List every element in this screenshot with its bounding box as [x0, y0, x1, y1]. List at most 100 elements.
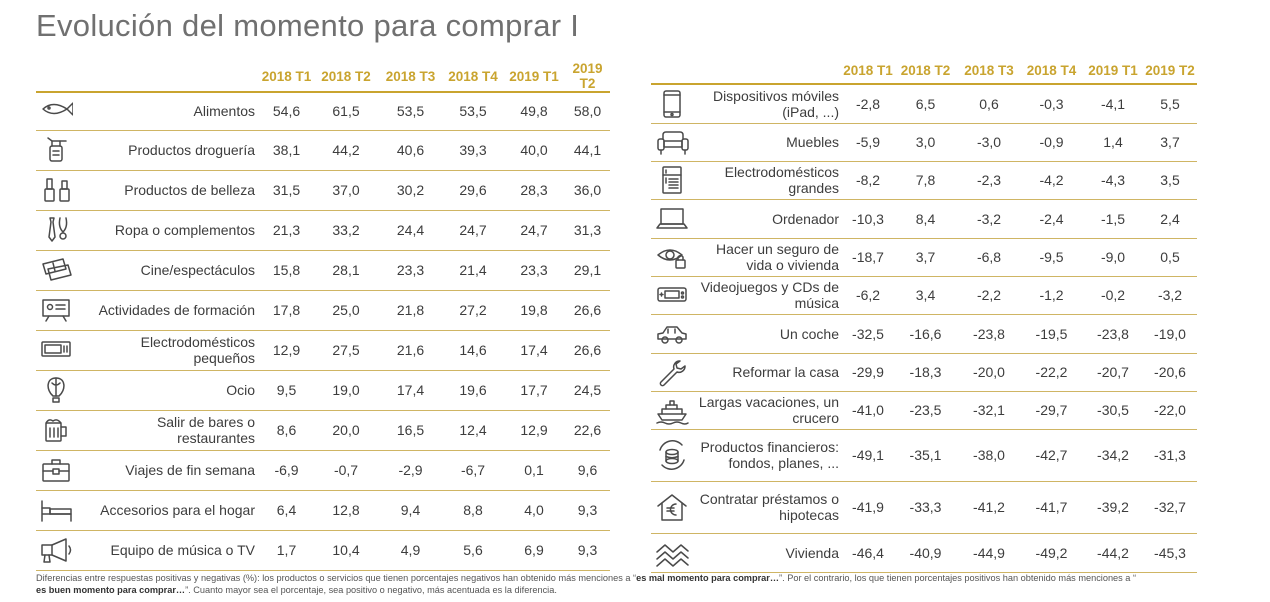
value-cell: 61,5 [314, 92, 378, 131]
table-row: Reformar la casa -29,9 -18,3 -20,0 -22,2 -20,… [651, 353, 1197, 392]
coins-cycle-icon [659, 440, 685, 470]
value-cell: 16,5 [378, 410, 443, 451]
table-row: Salir de bares o restaurantes 8,6 20,0 16,5… [36, 410, 610, 451]
value-cell: -19,5 [1020, 314, 1083, 354]
value-cell: -38,0 [958, 429, 1020, 482]
value-cell: -40,9 [893, 533, 958, 573]
value-cell: 4,9 [378, 530, 443, 571]
value-cell: 12,8 [314, 490, 378, 531]
table-row: Alimentos 54,6 61,5 53,5 53,5 49,8 58,0 [36, 92, 610, 131]
value-cell: 53,5 [378, 92, 443, 131]
table-row: Electrodomésticos pequeños 12,9 27,5 21,6 14… [36, 330, 610, 371]
value-cell: -1,2 [1020, 276, 1083, 315]
value-cell: 12,4 [443, 410, 503, 451]
value-cell: -22,2 [1020, 353, 1083, 392]
period-header: 2018 T2 [893, 57, 958, 85]
value-cell: -20,6 [1143, 353, 1197, 392]
page-title: Evolución del momento para comprar I [36, 8, 580, 43]
value-cell: 9,3 [565, 490, 610, 531]
value-cell: 33,2 [314, 210, 378, 251]
value-cell: -18,3 [893, 353, 958, 392]
row-label: Ropa o complementos [76, 210, 259, 251]
microwave-icon [41, 341, 71, 357]
value-cell: -2,8 [843, 84, 893, 124]
value-cell: 25,0 [314, 290, 378, 331]
value-cell: -31,3 [1143, 429, 1197, 482]
value-cell: -42,7 [1020, 429, 1083, 482]
table-row: Productos financieros: fondos, planes, .… [651, 429, 1197, 482]
row-label: Videojuegos y CDs de música [693, 276, 843, 315]
value-cell: 14,6 [443, 330, 503, 371]
table-row: Largas vacaciones, un crucero -41,0 -23,5-… [651, 391, 1197, 430]
wrench-icon [659, 360, 686, 387]
value-cell: -6,8 [958, 238, 1020, 277]
sofa-icon [657, 131, 689, 155]
value-cell: 17,7 [503, 370, 565, 411]
table-row: Videojuegos y CDs de música -6,2 3,4 -2,2 -1… [651, 276, 1197, 315]
value-cell: 8,8 [443, 490, 503, 531]
value-cell: 36,0 [565, 170, 610, 211]
row-label: Cine/espectáculos [76, 250, 259, 291]
value-cell: 12,9 [503, 410, 565, 451]
value-cell: -2,4 [1020, 199, 1083, 239]
value-cell: 6,5 [893, 84, 958, 124]
row-label: Accesorios para el hogar [76, 490, 259, 531]
value-cell: -23,8 [958, 314, 1020, 354]
value-cell: 5,6 [443, 530, 503, 571]
value-cell: -18,7 [843, 238, 893, 277]
row-label: Productos droguería [76, 130, 259, 171]
value-cell: -49,1 [843, 429, 893, 482]
value-cell: 9,4 [378, 490, 443, 531]
row-label: Actividades de formación [76, 290, 259, 331]
table-row: Contratar préstamos o hipotecas -41,9 -33,… [651, 481, 1197, 534]
table-row: Electrodomésticos grandes -8,2 7,8 -2,3 -4,2… [651, 161, 1197, 200]
value-cell: 6,4 [259, 490, 314, 531]
value-cell: -35,1 [893, 429, 958, 482]
period-header: 2018 T1 [843, 57, 893, 85]
row-label: Reformar la casa [693, 353, 843, 392]
value-cell: -2,9 [378, 450, 443, 491]
row-label: Ordenador [693, 199, 843, 239]
value-cell: -2,2 [958, 276, 1020, 315]
value-cell: -10,3 [843, 199, 893, 239]
value-cell: -32,5 [843, 314, 893, 354]
value-cell: 40,6 [378, 130, 443, 171]
hot-air-balloon-icon [47, 377, 65, 403]
value-cell: -45,3 [1143, 533, 1197, 573]
spray-bottle-icon [47, 137, 67, 162]
value-cell: 23,3 [378, 250, 443, 291]
value-cell: 24,7 [503, 210, 565, 251]
laptop-icon [656, 207, 688, 229]
value-cell: -16,6 [893, 314, 958, 354]
table-row: Productos droguería 38,1 44,2 40,6 39,3 40,0 4… [36, 130, 610, 171]
row-label: Electrodomésticos grandes [693, 161, 843, 200]
value-cell: -6,9 [259, 450, 314, 491]
value-cell: -8,2 [843, 161, 893, 200]
value-cell: -32,7 [1143, 481, 1197, 534]
period-header: 2018 T4 [1020, 57, 1083, 85]
value-cell: -41,2 [958, 481, 1020, 534]
tickets-icon [42, 258, 72, 281]
value-cell: 3,0 [893, 123, 958, 162]
value-cell: 19,0 [314, 370, 378, 411]
value-cell: -32,1 [958, 391, 1020, 430]
value-cell: -1,5 [1083, 199, 1143, 239]
table-row: Viajes de fin semana -6,9 -0,7 -2,9 -6,7 0,1 9… [36, 450, 610, 491]
period-header: 2019 T1 [1083, 57, 1143, 85]
value-cell: -3,0 [958, 123, 1020, 162]
value-cell: -20,0 [958, 353, 1020, 392]
table-row: Ropa o complementos 21,3 33,2 24,4 24,7 24,7 3… [36, 210, 610, 251]
value-cell: 0,1 [503, 450, 565, 491]
value-cell: -3,2 [958, 199, 1020, 239]
car-icon [657, 325, 687, 344]
value-cell: -0,3 [1020, 84, 1083, 124]
value-cell: 53,5 [443, 92, 503, 131]
value-cell: -46,4 [843, 533, 893, 573]
value-cell: 15,8 [259, 250, 314, 291]
value-cell: 5,5 [1143, 84, 1197, 124]
value-cell: -41,0 [843, 391, 893, 430]
value-cell: 7,8 [893, 161, 958, 200]
value-cell: 21,8 [378, 290, 443, 331]
value-cell: 22,6 [565, 410, 610, 451]
value-cell: -39,2 [1083, 481, 1143, 534]
